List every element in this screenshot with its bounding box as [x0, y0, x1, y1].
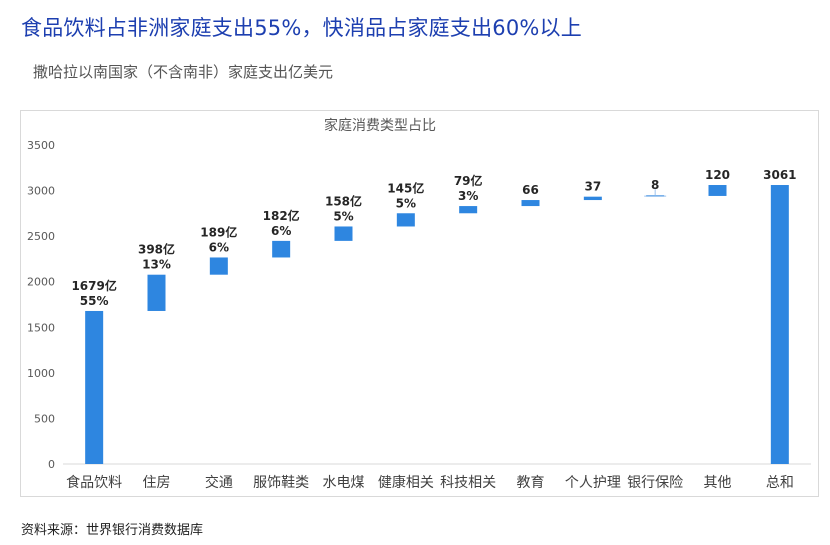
- page-title: 食品饮料占非洲家庭支出55%，快消品占家庭支出60%以上: [21, 16, 582, 40]
- data-label: 1679亿: [71, 278, 116, 293]
- bar-总和: [770, 185, 789, 464]
- bar-服饰鞋类: [272, 240, 291, 258]
- x-category-label: 服饰鞋类: [253, 475, 309, 491]
- x-category-label: 教育: [517, 475, 545, 491]
- data-label: 13%: [142, 258, 171, 272]
- x-category-label: 交通: [205, 474, 233, 491]
- page-subtitle: 撒哈拉以南国家（不含南非）家庭支出亿美元: [33, 63, 334, 81]
- data-label: 5%: [333, 209, 353, 223]
- x-category-label: 科技相关: [440, 475, 496, 491]
- x-category-label: 个人护理: [565, 475, 621, 491]
- waterfall-chart: 家庭消费类型占比 0 500 1000 1500 2000 2500 3000 3500 食品饮…: [27, 117, 811, 491]
- bar-教育: [521, 200, 540, 207]
- chart-title: 家庭消费类型占比: [324, 117, 436, 134]
- data-label: 79亿: [454, 173, 483, 188]
- data-label: 8: [651, 178, 659, 192]
- bar-健康相关: [396, 213, 415, 227]
- x-category-label: 食品饮料: [66, 474, 122, 491]
- y-tick-label: 3000: [27, 185, 55, 198]
- bar-科技相关: [459, 206, 478, 214]
- data-label: 5%: [396, 196, 416, 210]
- label-layer: 1679亿55%398亿13%189亿6%182亿6%158亿5%145亿5%7…: [71, 168, 796, 308]
- data-label: 120: [705, 168, 730, 182]
- bar-其他: [708, 185, 727, 196]
- x-category-label: 总和: [766, 475, 794, 491]
- data-label: 66: [522, 183, 539, 197]
- data-label: 55%: [80, 294, 109, 308]
- data-label: 37: [584, 180, 601, 194]
- bar-食品饮料: [85, 310, 104, 464]
- bar-住房: [147, 274, 166, 311]
- x-category-label: 住房: [143, 475, 171, 491]
- data-label: 3061: [763, 168, 796, 182]
- x-category-label: 水电煤: [323, 475, 365, 491]
- data-label: 158亿: [325, 193, 362, 208]
- data-label: 182亿: [263, 208, 300, 223]
- data-label: 145亿: [387, 180, 424, 195]
- chart-frame: 家庭消费类型占比 0 500 1000 1500 2000 2500 3000 3500 食品饮…: [20, 110, 819, 497]
- data-label: 398亿: [138, 242, 175, 257]
- data-label: 6%: [209, 240, 229, 254]
- y-tick-label: 1000: [27, 367, 55, 380]
- bar-layer: [85, 185, 789, 464]
- y-tick-label: 2500: [27, 230, 55, 243]
- y-tick-label: 1500: [27, 321, 55, 334]
- source-note: 资料来源：世界银行消费数据库: [21, 523, 204, 538]
- y-tick-label: 500: [34, 412, 55, 425]
- data-label: 6%: [271, 224, 291, 238]
- bar-交通: [209, 257, 228, 275]
- x-category-label: 银行保险: [627, 475, 683, 491]
- data-label: 3%: [458, 189, 478, 203]
- bar-水电煤: [334, 226, 353, 241]
- y-tick-label: 0: [48, 458, 55, 471]
- y-tick-label: 2000: [27, 276, 55, 289]
- x-category-label: 健康相关: [378, 474, 434, 491]
- data-label: 189亿: [200, 224, 237, 239]
- axis-layer: 0 500 1000 1500 2000 2500 3000 3500 食品饮料 住房 交通 服饰鞋类…: [27, 139, 811, 491]
- x-category-label: 其他: [704, 475, 732, 491]
- bar-个人护理: [583, 196, 602, 201]
- y-tick-label: 3500: [27, 139, 55, 152]
